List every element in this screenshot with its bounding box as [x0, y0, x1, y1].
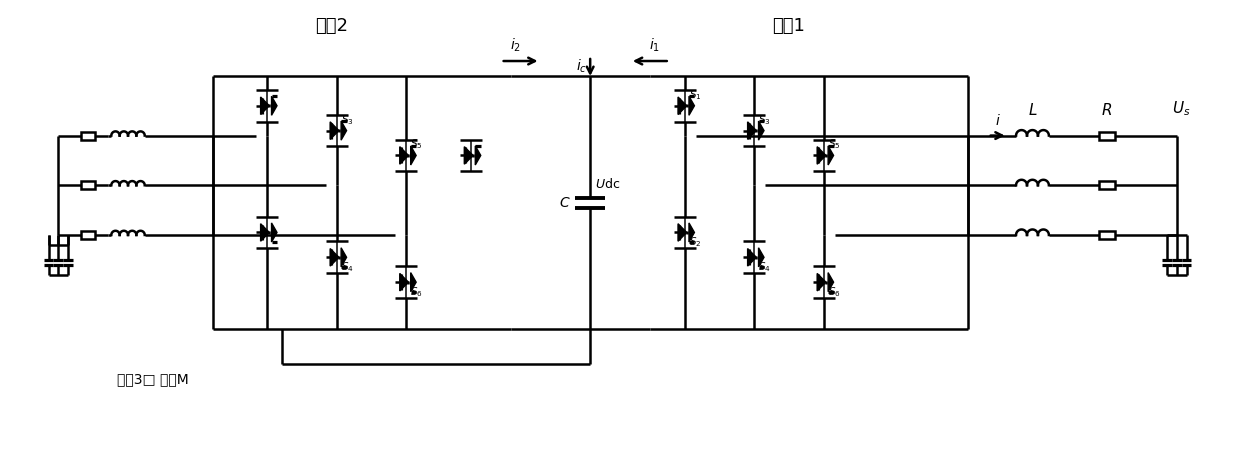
Bar [1099, 131, 1115, 140]
Polygon shape [759, 121, 764, 140]
Bar [82, 181, 95, 189]
Polygon shape [817, 147, 826, 164]
Text: 端口1: 端口1 [773, 17, 806, 35]
Polygon shape [678, 97, 687, 115]
Bar [1099, 231, 1115, 239]
Text: $S_4$: $S_4$ [758, 260, 771, 274]
Text: $C$: $C$ [559, 196, 570, 210]
Text: $S_3$: $S_3$ [758, 113, 771, 126]
Polygon shape [828, 273, 833, 292]
Text: $S_4$: $S_4$ [341, 260, 353, 274]
Polygon shape [678, 224, 687, 241]
Text: $i_c$: $i_c$ [577, 57, 588, 75]
Polygon shape [330, 122, 339, 139]
Text: $S_6$: $S_6$ [410, 285, 423, 299]
Text: $L$: $L$ [1028, 101, 1037, 118]
Polygon shape [260, 97, 269, 115]
Text: $R$: $R$ [1101, 101, 1112, 118]
Text: $i_2$: $i_2$ [510, 37, 521, 54]
Polygon shape [341, 248, 346, 267]
Text: $U_s$: $U_s$ [1172, 99, 1190, 118]
Polygon shape [689, 96, 694, 115]
Polygon shape [272, 223, 277, 242]
Polygon shape [399, 273, 408, 291]
Bar [82, 231, 95, 239]
Polygon shape [410, 273, 417, 292]
Text: $S_5$: $S_5$ [410, 138, 423, 152]
Polygon shape [260, 224, 269, 241]
Polygon shape [399, 147, 408, 164]
Text: $i_1$: $i_1$ [650, 37, 661, 54]
Text: 端口2: 端口2 [315, 17, 348, 35]
Polygon shape [330, 248, 339, 266]
Polygon shape [748, 248, 756, 266]
Polygon shape [759, 248, 764, 267]
Bar [1099, 181, 1115, 189]
Polygon shape [464, 147, 474, 164]
Polygon shape [828, 146, 833, 165]
Text: $S_6$: $S_6$ [828, 285, 841, 299]
Polygon shape [410, 146, 417, 165]
Text: $S_5$: $S_5$ [828, 138, 841, 152]
Polygon shape [341, 121, 346, 140]
Text: 端口3□ 端口M: 端口3□ 端口M [117, 372, 188, 386]
Text: $S_3$: $S_3$ [341, 113, 353, 126]
Text: $U\mathrm{dc}$: $U\mathrm{dc}$ [595, 177, 620, 191]
Polygon shape [817, 273, 826, 291]
Polygon shape [689, 223, 694, 242]
Text: $S_2$: $S_2$ [688, 235, 701, 249]
Polygon shape [748, 122, 756, 139]
Text: $i$: $i$ [994, 113, 1001, 127]
Polygon shape [272, 96, 277, 115]
Bar [82, 131, 95, 140]
Polygon shape [475, 146, 481, 165]
Text: $S_1$: $S_1$ [688, 88, 701, 102]
